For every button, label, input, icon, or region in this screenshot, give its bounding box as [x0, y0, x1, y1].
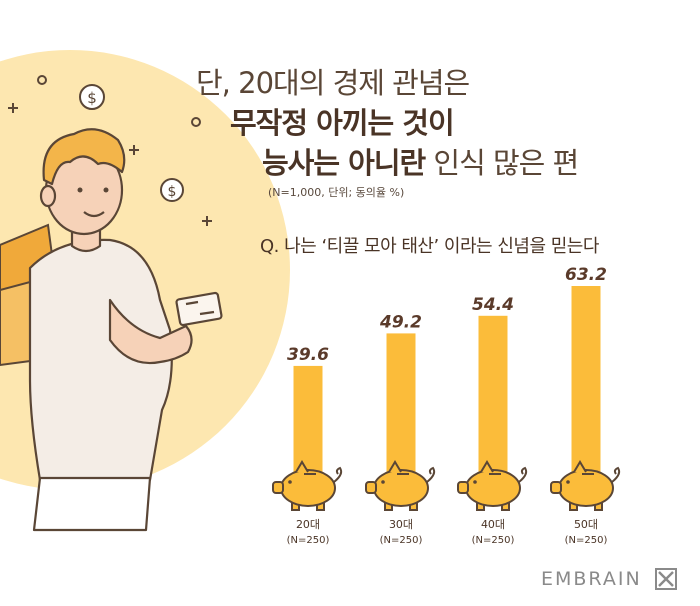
headline-line-3-rest: 인식 많은 편	[425, 146, 579, 180]
piggy-bank-icon	[365, 460, 436, 511]
svg-text:$: $	[87, 89, 97, 107]
piggy-bank-icon	[550, 460, 621, 511]
headline-line-3: 능사는 아니란 인식 많은 편	[262, 140, 579, 182]
piggy-bank-icon	[457, 460, 528, 511]
survey-question: Q. 나는 ‘티끌 모아 태산’ 이라는 신념을 믿는다	[260, 236, 599, 257]
bar-4	[571, 286, 601, 500]
category-label: 30대	[389, 518, 413, 531]
sample-size-label: (N=250)	[380, 535, 423, 546]
category-label: 40대	[481, 518, 505, 531]
value-label: 39.6	[287, 345, 329, 365]
sparkle-decorations	[8, 75, 212, 226]
dollar-coin-icon: $	[79, 84, 105, 110]
headline-line-1: 단, 20대의 경제 관념은	[196, 66, 470, 100]
value-label: 63.2	[565, 265, 607, 285]
brand-logo: EMBRAIN	[541, 568, 642, 590]
category-label: 20대	[296, 518, 320, 531]
person-illustration	[28, 128, 223, 532]
value-label: 54.4	[472, 295, 514, 315]
headline-line-2: 무작정 아끼는 것이	[230, 106, 455, 140]
sample-size-label: (N=250)	[287, 535, 330, 546]
sample-size-label: (N=250)	[472, 535, 515, 546]
sample-note: (N=1,000, 단위; 동의율 %)	[268, 186, 405, 199]
headline-line-3-bold: 능사는 아니란	[262, 146, 426, 180]
sample-size-label: (N=250)	[565, 535, 608, 546]
dollar-coin-icon: $	[160, 178, 184, 202]
piggy-bank-icon	[272, 460, 343, 511]
brand-mark-icon	[655, 568, 677, 590]
svg-text:$: $	[168, 184, 177, 200]
value-label: 49.2	[379, 312, 422, 332]
category-label: 50대	[574, 518, 598, 531]
